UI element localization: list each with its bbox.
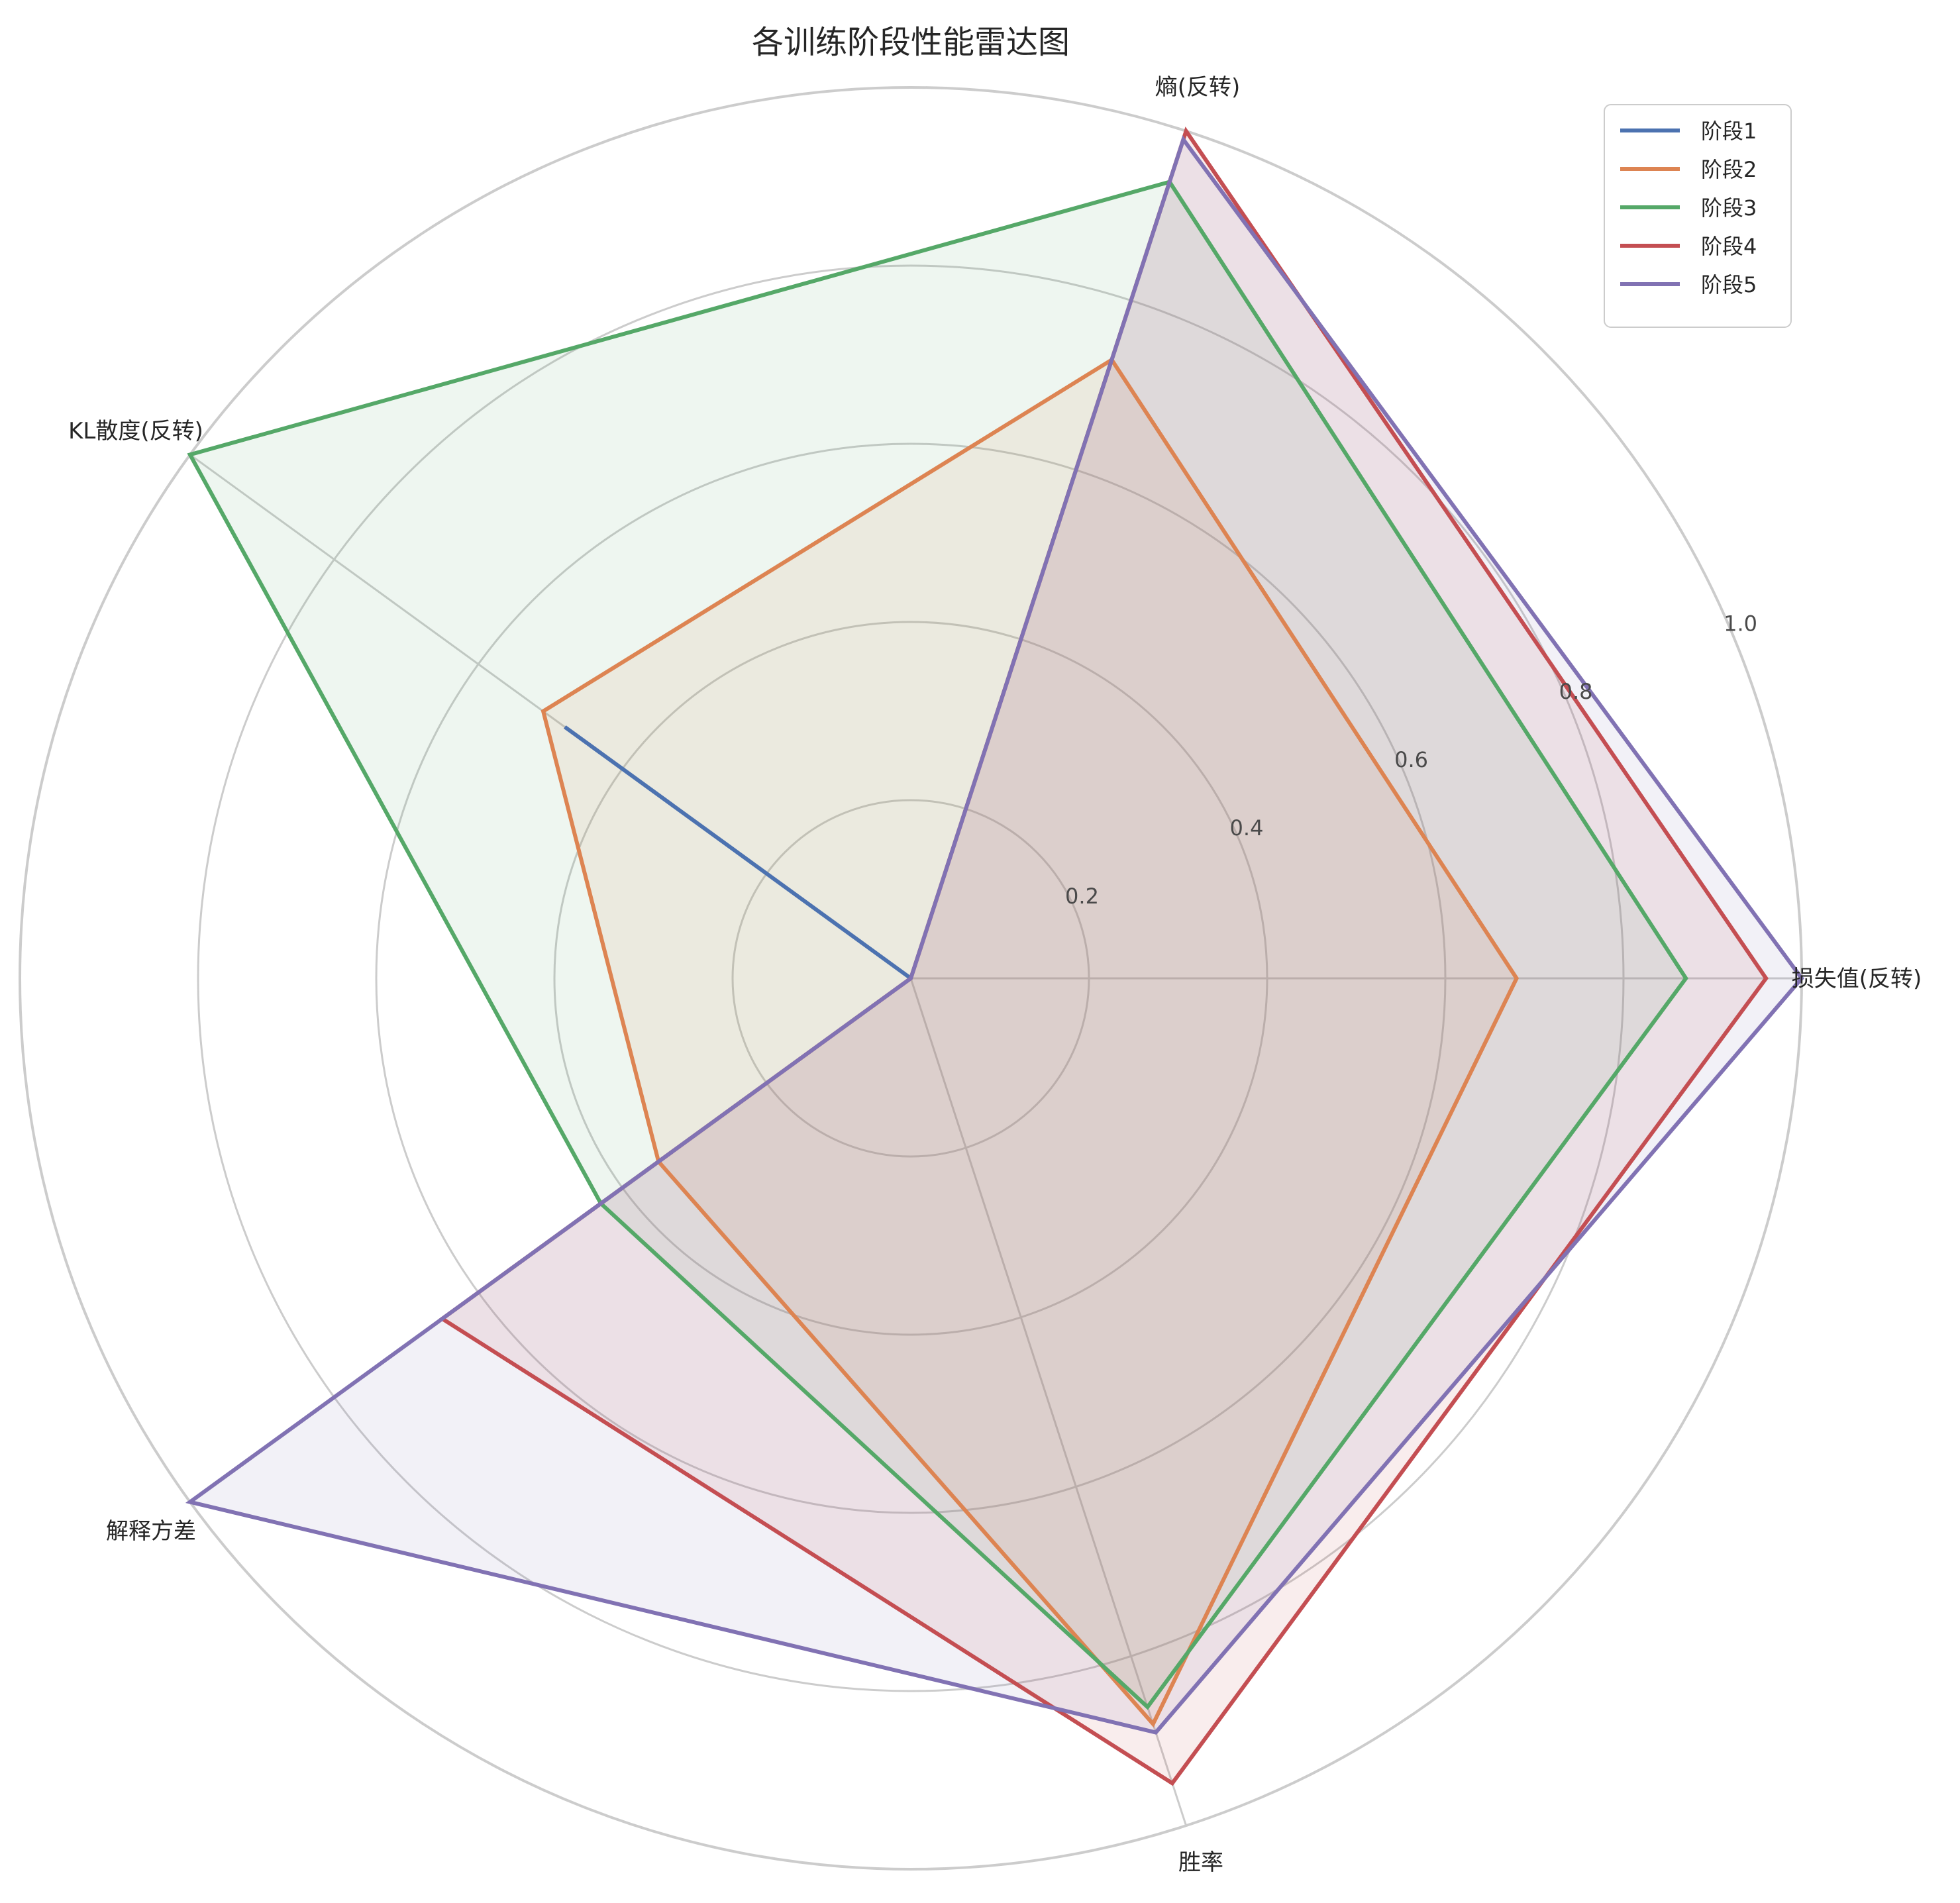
series-line-1	[563, 725, 912, 980]
grid-spoke	[909, 978, 1188, 1826]
legend: 阶段1 阶段2 阶段3 阶段4 阶段5	[1604, 104, 1792, 328]
axis-label: 解释方差	[106, 1518, 196, 1545]
series-fill-3	[189, 181, 1686, 1708]
legend-label: 阶段5	[1701, 272, 1757, 297]
series-line-5	[185, 135, 1804, 1735]
r-tick-label: 0.2	[1065, 884, 1099, 909]
r-tick-label: 0.6	[1394, 747, 1428, 772]
legend-label: 阶段2	[1701, 157, 1757, 182]
r-tick-label: 0.4	[1230, 815, 1264, 841]
series-line-3	[187, 180, 1688, 1710]
r-tick-label: 1.0	[1724, 611, 1757, 636]
series-fill-2	[543, 360, 1517, 1724]
axis-label: 损失值(反转)	[1792, 966, 1922, 992]
legend-box	[1604, 104, 1792, 328]
chart-title: 各训练阶段性能雷达图	[752, 24, 1070, 61]
series-line-2	[541, 357, 1520, 1728]
axis-label: 胜率	[1178, 1849, 1223, 1876]
r-tick-label: 0.8	[1559, 679, 1593, 704]
legend-label: 阶段4	[1701, 234, 1757, 259]
legend-label: 阶段1	[1701, 119, 1757, 144]
axis-label: KL散度(反转)	[68, 418, 203, 444]
legend-label: 阶段3	[1701, 195, 1757, 221]
series-fill-4	[442, 130, 1767, 1784]
series-layer	[185, 127, 1804, 1786]
label-layer: 0.2 0.4 0.6 0.8 1.0 损失值(反转) 熵(反转) KL散度(反转) 解释方差胜…	[68, 74, 1922, 1876]
axis-label: 熵(反转)	[1155, 74, 1241, 101]
